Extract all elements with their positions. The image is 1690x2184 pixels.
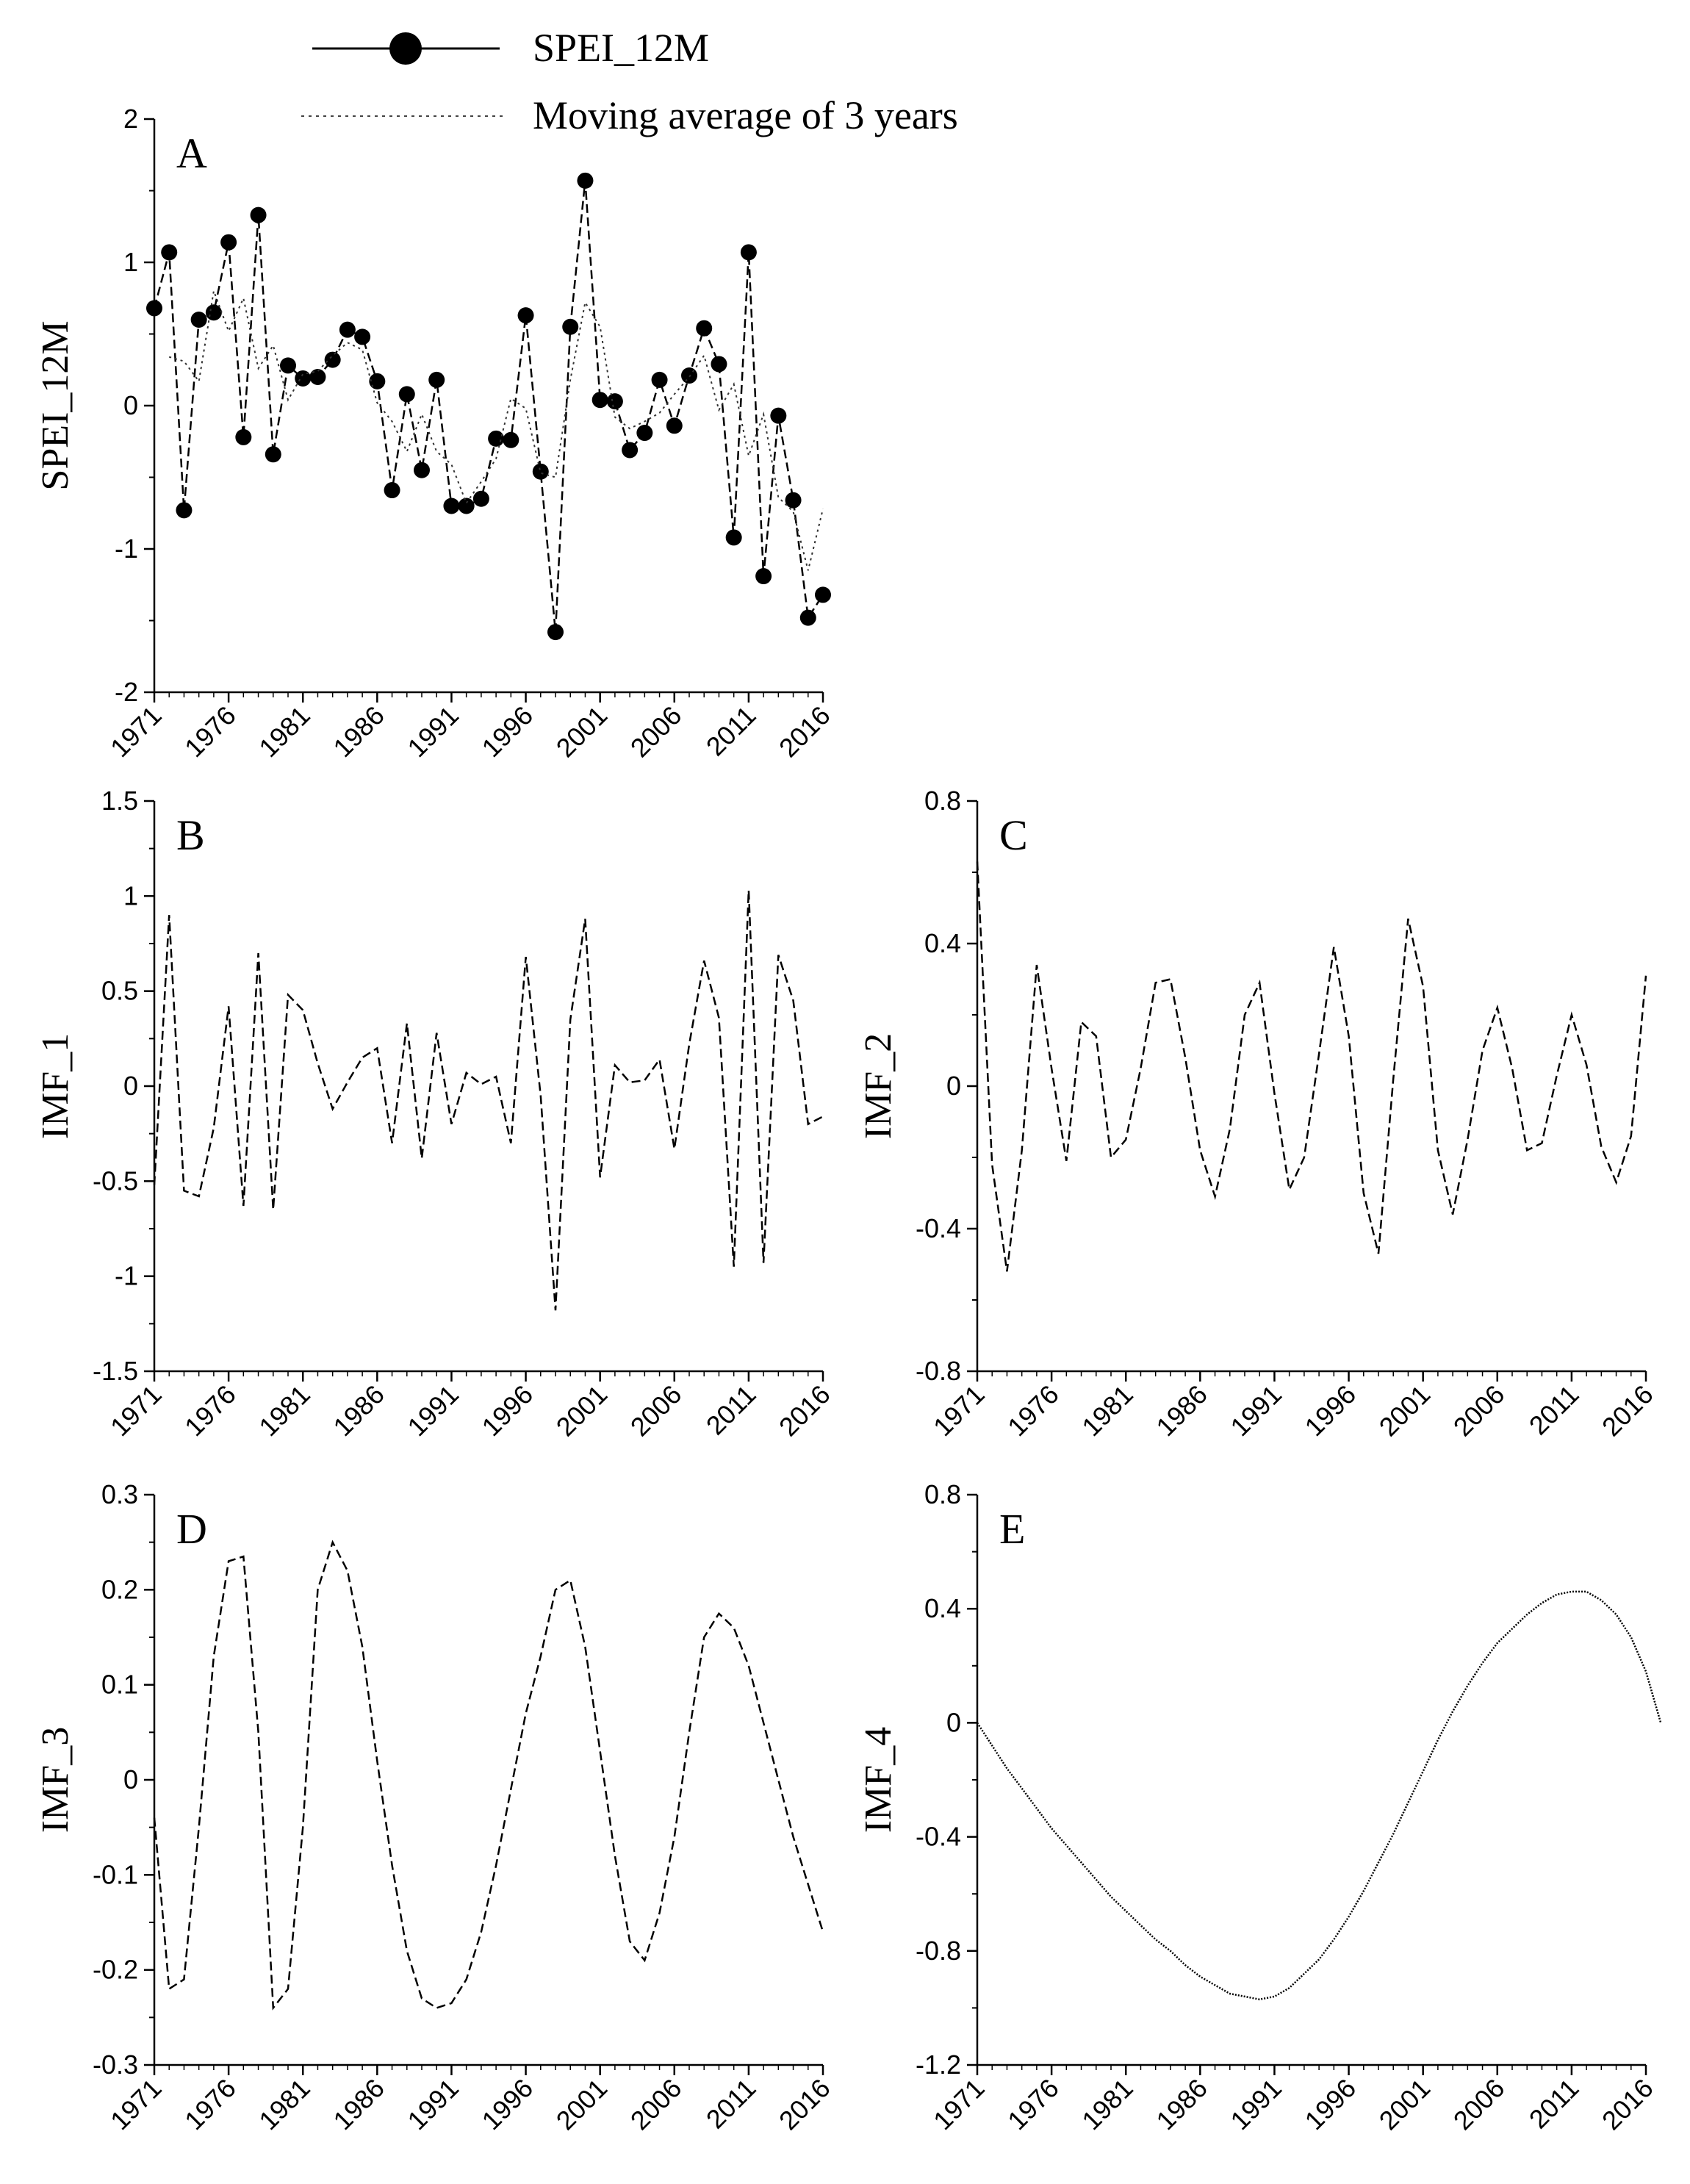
data-point [414,461,430,478]
y-tick-label: -0.4 [916,1213,961,1243]
y-tick-label: 0.8 [924,786,961,816]
y-tick-label: -0.2 [93,1955,138,1985]
y-tick-label: -0.5 [93,1165,138,1196]
series-line-main [153,1540,824,2011]
data-point [146,300,162,317]
data-point [592,392,608,409]
y-tick-label: -0.8 [916,1936,961,1966]
legend-series-label: SPEI_12M [533,26,709,70]
data-point [235,428,252,445]
data-point [503,431,519,448]
y-axis-title: IMF_3 [35,1727,76,1833]
legend-series-marker [389,32,422,65]
y-axis-title: IMF_1 [35,1033,76,1139]
y-tick-label: -0.8 [916,1356,961,1386]
data-point [651,371,668,388]
y-tick-label: 0 [946,1071,961,1101]
y-tick-label: 0 [123,1764,138,1795]
panel-letter: D [176,1505,207,1553]
data-point [443,497,460,514]
series-line-main [153,890,824,1311]
data-point [740,244,757,261]
panel-letter: B [176,811,205,859]
series-line-main [976,1590,1662,2001]
data-point [398,386,415,403]
y-tick-label: 0.2 [101,1574,138,1604]
y-tick-label: 0 [123,1071,138,1101]
y-tick-label: -2 [115,677,138,707]
data-point [384,482,400,499]
data-point [711,356,727,373]
data-point [428,371,445,388]
y-tick-label: 0 [123,390,138,420]
y-tick-label: 0.1 [101,1670,138,1700]
panel-letter: E [999,1505,1025,1553]
data-point [696,320,713,337]
data-point [324,351,341,368]
data-point [815,586,831,603]
y-axis-title: SPEI_12M [35,320,76,490]
data-point [309,369,326,385]
y-tick-label: -1.5 [93,1356,138,1386]
data-point [295,370,312,387]
y-tick-label: 0.5 [101,976,138,1006]
data-point [785,492,802,509]
y-tick-label: 1 [123,880,138,910]
series-line-moving-average [168,288,824,571]
y-tick-label: -0.4 [916,1822,961,1852]
y-tick-label: 2 [123,104,138,134]
data-point [265,446,281,463]
data-point [369,373,386,389]
y-tick-label: 0.4 [924,1593,961,1623]
y-tick-label: 1 [123,247,138,277]
data-point [458,497,475,514]
data-point [799,609,816,626]
y-tick-label: -1 [115,1261,138,1291]
panel-letter: A [176,129,207,177]
data-point [472,490,489,507]
data-point [770,407,787,424]
data-point [666,417,683,434]
y-axis-title: IMF_4 [857,1727,899,1833]
data-point [354,328,371,345]
data-point [190,312,207,328]
y-tick-label: 1.5 [101,786,138,816]
data-point [532,463,549,480]
data-point [725,529,742,546]
y-axis-title: IMF_2 [857,1033,899,1139]
data-point [488,430,505,447]
series-line-main [976,861,1647,1272]
series-line-main [153,180,824,633]
y-tick-label: -0.3 [93,2050,138,2080]
data-point [339,321,356,338]
legend-ma-label: Moving average of 3 years [533,93,958,137]
data-point [280,357,296,374]
y-tick-label: 0 [946,1707,961,1737]
data-point [606,393,623,410]
data-point [636,425,653,442]
data-point [161,244,178,261]
data-point [622,442,639,459]
data-point [250,206,267,223]
legend: SPEI_12M Moving average of 3 years [301,26,958,137]
y-tick-label: -0.1 [93,1859,138,1889]
data-point [562,318,579,335]
panel-letter: C [999,811,1028,859]
data-point [220,234,237,251]
data-point [517,307,534,324]
data-point [547,624,564,641]
y-tick-label: -1 [115,534,138,564]
data-point [681,367,697,384]
data-point [577,172,594,189]
data-point [755,568,772,585]
y-tick-label: 0.4 [924,928,961,958]
y-tick-label: -1.2 [916,2050,961,2080]
y-tick-label: 0.3 [101,1479,138,1509]
data-point [176,502,193,519]
y-tick-label: 0.8 [924,1479,961,1509]
